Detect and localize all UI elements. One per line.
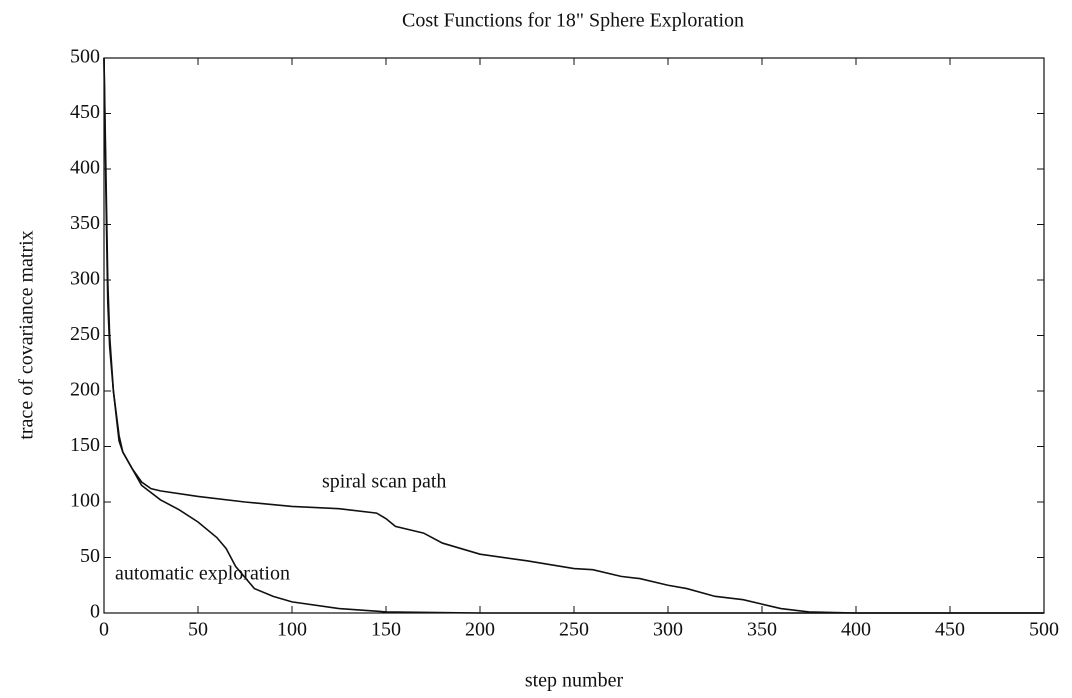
line-series [103,57,1044,614]
plot-frame [103,57,1045,614]
x-tick-label: 450 [935,619,965,641]
y-tick-label: 500 [70,46,100,68]
y-tick-label: 50 [80,545,100,567]
x-tick-label: 0 [99,619,109,641]
x-tick-label: 300 [653,619,683,641]
line-series [103,57,1044,614]
x-tick-label: 100 [277,619,307,641]
x-tick-label: 350 [747,619,777,641]
y-tick-label: 300 [70,268,100,290]
x-tick-label: 400 [841,619,871,641]
y-axis-label: trace of covariance matrix [16,230,38,439]
x-tick-label: 500 [1029,619,1059,641]
y-tick-label: 350 [70,212,100,234]
x-tick-label: 200 [465,619,495,641]
x-tick-label: 50 [188,619,208,641]
y-tick-label: 450 [70,101,100,123]
y-tick-label: 400 [70,157,100,179]
x-tick-label: 250 [559,619,589,641]
x-tick-label: 150 [371,619,401,641]
y-tick-label: 250 [70,323,100,345]
annotation: automatic exploration [115,563,290,585]
y-tick-label: 0 [90,601,100,623]
y-tick-label: 200 [70,379,100,401]
chart-title: Cost Functions for 18" Sphere Exploratio… [402,10,744,32]
x-axis-label: step number [525,670,624,692]
y-tick-label: 100 [70,490,100,512]
annotation: spiral scan path [322,471,446,493]
y-tick-label: 150 [70,434,100,456]
